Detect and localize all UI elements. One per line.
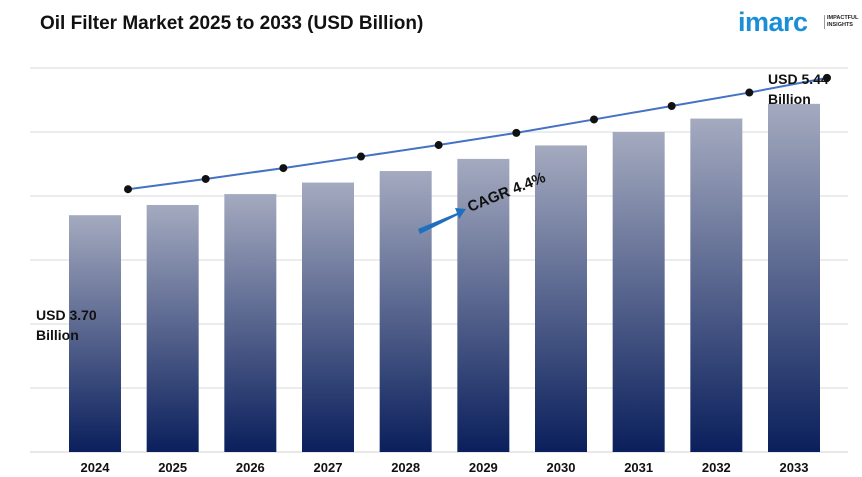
x-tick-label: 2024 <box>81 460 111 475</box>
start-value-label-line1: USD 3.70 <box>36 307 97 323</box>
bar-2032 <box>690 118 743 452</box>
bar-2030 <box>535 145 587 452</box>
trend-markers <box>124 73 831 194</box>
x-tick-label: 2028 <box>391 460 420 475</box>
trend-marker-2025 <box>201 174 210 183</box>
end-value-label-line1: USD 5.44 <box>768 71 829 87</box>
x-tick-label: 2027 <box>314 460 343 475</box>
trend-marker-2030 <box>590 115 598 124</box>
bar-2028 <box>379 171 432 453</box>
bar-2029 <box>457 158 510 452</box>
bar-2024 <box>69 215 121 452</box>
trend-polyline <box>127 76 828 191</box>
trend-marker-2029 <box>512 128 521 137</box>
x-tick-label: 2031 <box>624 460 653 475</box>
bar-2025 <box>146 204 199 452</box>
x-tick-label: 2033 <box>780 460 809 475</box>
trend-marker-2028 <box>434 141 443 150</box>
end-value-label-line2: Billion <box>768 91 811 107</box>
logo-tagline: IMPACTFUL INSIGHTS <box>824 15 858 29</box>
trend-marker-2027 <box>357 152 365 161</box>
start-value-label-line2: Billion <box>36 327 79 343</box>
bar-2027 <box>302 182 354 452</box>
x-tick-label: 2032 <box>702 460 731 475</box>
cagr-arrow-icon <box>418 208 466 234</box>
x-tick-label: 2029 <box>469 460 498 475</box>
x-tick-labels: 2024 2025 2026 2027 2028 2029 2030 2031 2032 2033 <box>81 460 809 475</box>
trend-marker-2031 <box>667 102 676 110</box>
trend-marker-2032 <box>745 88 754 97</box>
trend-marker-2026 <box>279 164 288 173</box>
bar-2033 <box>768 103 820 452</box>
logo-word: imarc <box>738 7 808 37</box>
trend-marker-2024 <box>124 185 132 194</box>
x-tick-label: 2030 <box>547 460 576 475</box>
imarc-logo: imarc IMPACTFUL INSIGHTS <box>738 6 858 38</box>
bar-2026 <box>224 194 277 452</box>
x-tick-label: 2026 <box>236 460 265 475</box>
chart-title: Oil Filter Market 2025 to 2033 (USD Bill… <box>40 13 424 34</box>
x-tick-label: 2025 <box>158 460 187 475</box>
trend-line <box>127 76 828 191</box>
bars <box>69 103 820 453</box>
bar-2031 <box>612 132 665 452</box>
trend-marker-2033 <box>823 73 831 82</box>
